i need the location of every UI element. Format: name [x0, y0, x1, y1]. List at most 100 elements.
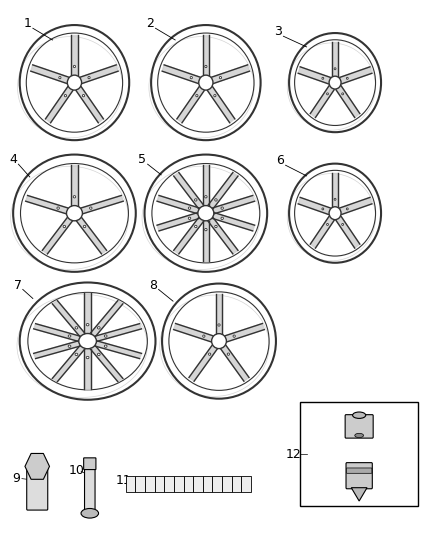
Polygon shape — [298, 197, 330, 214]
Bar — [212, 476, 222, 492]
Ellipse shape — [190, 76, 192, 79]
Bar — [232, 476, 241, 492]
Ellipse shape — [227, 353, 230, 356]
Bar — [126, 476, 135, 492]
Bar — [174, 476, 184, 492]
Polygon shape — [46, 87, 73, 123]
Text: 8: 8 — [149, 279, 157, 292]
Polygon shape — [332, 42, 338, 76]
Ellipse shape — [212, 334, 226, 349]
Ellipse shape — [198, 206, 214, 221]
Polygon shape — [212, 65, 250, 84]
Ellipse shape — [97, 353, 100, 356]
Ellipse shape — [215, 199, 217, 201]
Bar — [241, 476, 251, 492]
Polygon shape — [298, 67, 330, 84]
Ellipse shape — [329, 207, 341, 220]
Ellipse shape — [353, 412, 366, 418]
Polygon shape — [189, 345, 217, 381]
Polygon shape — [332, 173, 338, 207]
Text: 2: 2 — [146, 18, 154, 30]
Polygon shape — [351, 488, 367, 501]
Polygon shape — [340, 197, 372, 214]
Polygon shape — [311, 216, 334, 248]
Ellipse shape — [63, 225, 66, 228]
Ellipse shape — [218, 324, 220, 326]
FancyBboxPatch shape — [346, 463, 372, 489]
Ellipse shape — [221, 217, 223, 220]
Text: 6: 6 — [276, 155, 284, 167]
Ellipse shape — [81, 508, 99, 518]
Text: 1: 1 — [24, 18, 32, 30]
FancyBboxPatch shape — [345, 415, 373, 438]
Text: 11: 11 — [116, 474, 131, 487]
Polygon shape — [95, 341, 141, 359]
Ellipse shape — [342, 93, 343, 95]
Ellipse shape — [188, 217, 191, 220]
Ellipse shape — [59, 76, 61, 79]
Polygon shape — [42, 217, 72, 254]
Polygon shape — [208, 217, 238, 254]
Polygon shape — [212, 196, 254, 214]
Ellipse shape — [88, 76, 90, 79]
Bar — [184, 476, 193, 492]
Text: 4: 4 — [9, 154, 17, 166]
Polygon shape — [157, 196, 199, 214]
Text: 7: 7 — [14, 279, 21, 292]
Ellipse shape — [233, 335, 235, 337]
Polygon shape — [174, 217, 204, 254]
Text: 10: 10 — [69, 464, 85, 477]
Polygon shape — [208, 173, 238, 209]
Polygon shape — [77, 217, 106, 254]
Polygon shape — [95, 324, 141, 341]
Polygon shape — [157, 213, 199, 231]
Bar — [203, 476, 212, 492]
Bar — [300, 402, 418, 506]
Ellipse shape — [194, 225, 197, 228]
Polygon shape — [34, 324, 80, 341]
Ellipse shape — [86, 357, 89, 359]
Polygon shape — [203, 221, 209, 261]
Ellipse shape — [355, 433, 364, 438]
Ellipse shape — [205, 66, 207, 68]
Polygon shape — [212, 213, 254, 231]
Ellipse shape — [89, 207, 92, 209]
Ellipse shape — [334, 198, 336, 200]
FancyBboxPatch shape — [84, 458, 96, 470]
Text: 3: 3 — [274, 26, 282, 38]
Ellipse shape — [208, 353, 211, 356]
Text: 9: 9 — [13, 472, 21, 485]
Ellipse shape — [322, 77, 324, 79]
Ellipse shape — [67, 75, 81, 90]
Ellipse shape — [64, 94, 67, 97]
Bar — [164, 476, 174, 492]
Ellipse shape — [334, 68, 336, 70]
Polygon shape — [225, 324, 265, 342]
Ellipse shape — [68, 345, 71, 348]
Bar — [155, 476, 164, 492]
Bar — [193, 476, 203, 492]
Polygon shape — [52, 301, 85, 336]
Polygon shape — [174, 173, 204, 209]
Ellipse shape — [221, 207, 223, 209]
Polygon shape — [90, 346, 123, 382]
Ellipse shape — [203, 335, 205, 337]
Ellipse shape — [82, 94, 85, 97]
Polygon shape — [311, 86, 334, 117]
Ellipse shape — [188, 207, 191, 209]
Polygon shape — [216, 294, 222, 334]
Polygon shape — [85, 293, 91, 334]
Polygon shape — [31, 65, 69, 84]
Polygon shape — [340, 67, 372, 84]
FancyBboxPatch shape — [85, 465, 95, 515]
FancyBboxPatch shape — [27, 465, 48, 510]
Polygon shape — [208, 87, 235, 123]
Bar — [135, 476, 145, 492]
Ellipse shape — [205, 229, 207, 231]
Ellipse shape — [75, 327, 78, 329]
Ellipse shape — [329, 76, 341, 89]
Ellipse shape — [214, 94, 216, 97]
Ellipse shape — [342, 223, 343, 225]
Polygon shape — [26, 196, 68, 214]
Polygon shape — [85, 349, 91, 389]
